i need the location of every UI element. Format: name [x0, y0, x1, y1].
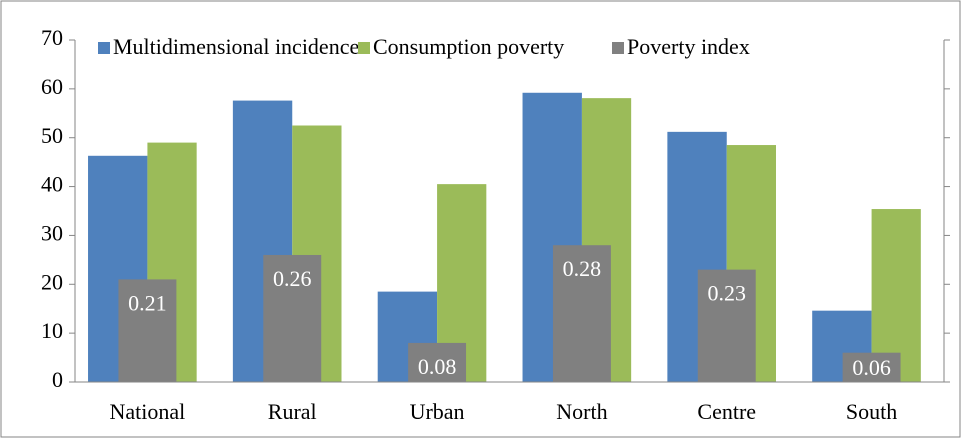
- data-label: 0.08: [418, 354, 457, 379]
- y-tick-label: 20: [41, 269, 63, 294]
- y-tick-label: 70: [41, 25, 63, 50]
- bar: [118, 279, 177, 382]
- data-label: 0.21: [128, 290, 167, 315]
- x-tick-label: North: [556, 399, 607, 424]
- legend-marker: [612, 42, 624, 54]
- bar: [263, 254, 322, 382]
- data-label: 0.26: [273, 266, 312, 291]
- x-tick-label: Centre: [697, 399, 756, 424]
- data-label: 0.28: [563, 256, 602, 281]
- bar: [842, 352, 901, 382]
- bar: [552, 245, 611, 382]
- y-tick-label: 0: [52, 367, 63, 392]
- legend-label: Consumption poverty: [373, 34, 564, 59]
- legend-marker: [98, 42, 110, 54]
- bar: [408, 342, 467, 382]
- y-tick-label: 30: [41, 220, 63, 245]
- x-tick-label: Rural: [268, 399, 317, 424]
- x-tick-label: Urban: [410, 399, 465, 424]
- legend-marker: [358, 42, 370, 54]
- y-tick-label: 50: [41, 123, 63, 148]
- x-tick-label: South: [846, 399, 897, 424]
- legend-label: Multidimensional incidence: [113, 34, 359, 59]
- data-label: 0.06: [852, 355, 891, 380]
- x-tick-label: National: [110, 399, 186, 424]
- y-tick-label: 10: [41, 318, 63, 343]
- y-tick-label: 40: [41, 172, 63, 197]
- data-label: 0.23: [708, 281, 747, 306]
- bar: [697, 269, 756, 382]
- legend-label: Poverty index: [627, 34, 750, 59]
- y-tick-label: 60: [41, 74, 63, 99]
